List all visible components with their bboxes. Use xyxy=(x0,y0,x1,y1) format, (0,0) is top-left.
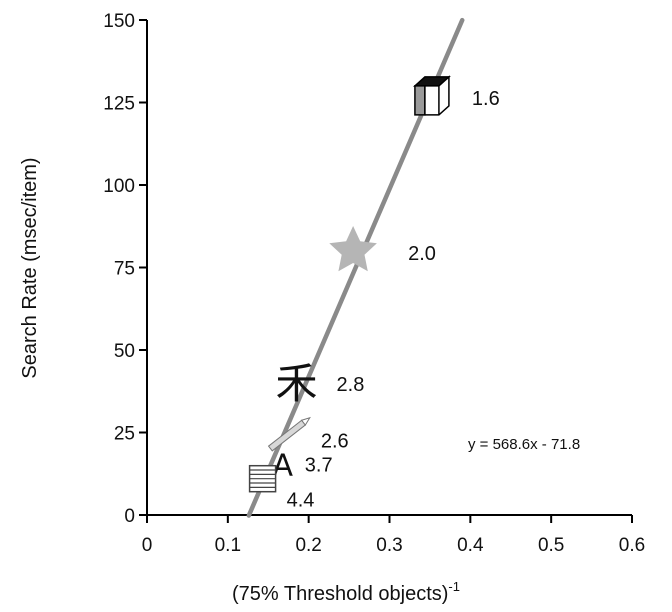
x-axis-title-superscript: -1 xyxy=(448,579,460,594)
data-point: 2.0 xyxy=(329,226,436,272)
x-tick-label: 0.6 xyxy=(619,535,645,556)
data-point-label: 2.6 xyxy=(321,431,349,453)
data-point-label: 2.8 xyxy=(337,374,365,396)
x-tick-label: 0.1 xyxy=(215,535,241,556)
data-point: 4.4 xyxy=(248,464,315,512)
fit-equation: y = 568.6x - 71.8 xyxy=(468,436,580,453)
x-tick-label: 0.3 xyxy=(376,535,402,556)
cube-icon xyxy=(412,75,451,116)
x-tick-label: 0.2 xyxy=(295,535,321,556)
data-point: A 3.7 xyxy=(273,449,333,484)
y-tick-label: 125 xyxy=(103,94,135,115)
chinese-character-icon: 禾 xyxy=(276,359,318,408)
x-axis-title: (75% Threshold objects)-1 xyxy=(232,579,460,605)
axes: 0 0.1 0.2 0.3 0.4 0.5 0.6 0 25 50 75 100 125 150 xyxy=(103,11,645,556)
pencil-icon xyxy=(267,416,311,452)
y-tick-label: 100 xyxy=(103,176,135,197)
data-point-label: 2.0 xyxy=(408,243,436,265)
data-point-label: 1.6 xyxy=(472,88,500,110)
data-point: 2.6 xyxy=(267,416,349,453)
letter-a-icon: A xyxy=(273,449,294,484)
x-tick-label: 0.5 xyxy=(538,535,564,556)
x-tick-label: 0.4 xyxy=(457,535,484,556)
data-point-label: 3.7 xyxy=(305,455,333,477)
y-axis-title: Search Rate (msec/item) xyxy=(19,157,41,378)
pencil-tip xyxy=(300,416,311,426)
data-point: 1.6 xyxy=(412,75,500,116)
y-tick-label: 50 xyxy=(114,341,135,362)
striped-square-icon xyxy=(248,464,277,493)
y-tick-label: 150 xyxy=(103,11,135,32)
y-tick-label: 75 xyxy=(114,259,135,280)
data-point: 禾 2.8 xyxy=(276,359,365,408)
cube-side-face xyxy=(414,85,426,116)
y-tick-label: 0 xyxy=(124,506,135,527)
x-tick-label: 0 xyxy=(142,535,153,556)
x-axis-title-main: (75% Threshold objects) xyxy=(232,583,448,605)
data-point-label: 4.4 xyxy=(287,490,315,512)
y-tick-label: 25 xyxy=(114,424,135,445)
data-points: 1.6 2.0 禾 2.8 2.6 A 3.7 4.4 xyxy=(248,75,500,512)
star-icon xyxy=(329,226,377,272)
